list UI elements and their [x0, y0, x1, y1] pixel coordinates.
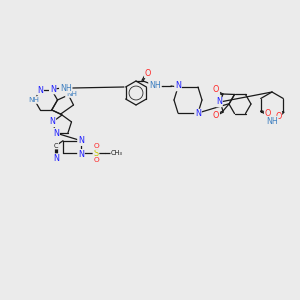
Text: NH: NH: [149, 80, 161, 89]
Text: O: O: [145, 68, 151, 77]
Text: N: N: [50, 85, 56, 94]
Text: O: O: [265, 109, 271, 118]
Text: N: N: [175, 82, 181, 91]
Text: NH: NH: [149, 80, 161, 89]
Text: NH: NH: [66, 91, 77, 97]
Text: NH: NH: [28, 97, 39, 103]
Text: O: O: [275, 112, 281, 121]
Text: N: N: [53, 154, 59, 163]
Text: NH: NH: [266, 116, 278, 125]
Text: O: O: [213, 110, 219, 119]
Text: N: N: [216, 98, 222, 106]
Text: O: O: [213, 85, 219, 94]
Text: O: O: [265, 109, 271, 118]
Text: N: N: [50, 117, 56, 126]
Text: N: N: [37, 85, 43, 94]
Text: N: N: [78, 150, 84, 159]
Text: N: N: [78, 150, 84, 159]
Text: NH: NH: [28, 97, 39, 103]
Text: O: O: [93, 143, 99, 149]
Text: NH: NH: [60, 83, 72, 92]
Text: N: N: [53, 129, 59, 138]
Text: N: N: [53, 129, 59, 138]
Text: CH₃: CH₃: [111, 150, 123, 156]
Text: N: N: [78, 136, 84, 145]
Text: O: O: [93, 143, 99, 149]
Text: O: O: [93, 157, 99, 163]
Text: N: N: [195, 110, 201, 118]
Text: N: N: [50, 85, 56, 94]
Text: O: O: [213, 85, 219, 94]
Text: N: N: [195, 110, 201, 118]
Text: NH: NH: [60, 83, 72, 92]
Text: NH: NH: [266, 116, 278, 125]
Text: O: O: [93, 157, 99, 163]
Text: N: N: [78, 136, 84, 145]
Text: S: S: [93, 149, 99, 158]
Text: N: N: [175, 82, 181, 91]
Text: NH: NH: [66, 91, 77, 97]
Text: S: S: [93, 149, 99, 158]
Text: O: O: [213, 110, 219, 119]
Text: C: C: [54, 143, 58, 149]
Text: N: N: [50, 117, 56, 126]
Text: O: O: [145, 68, 151, 77]
Text: N: N: [216, 98, 222, 106]
Text: N: N: [37, 85, 43, 94]
Text: C: C: [54, 143, 58, 149]
Text: N: N: [53, 154, 59, 163]
Text: O: O: [275, 112, 281, 121]
